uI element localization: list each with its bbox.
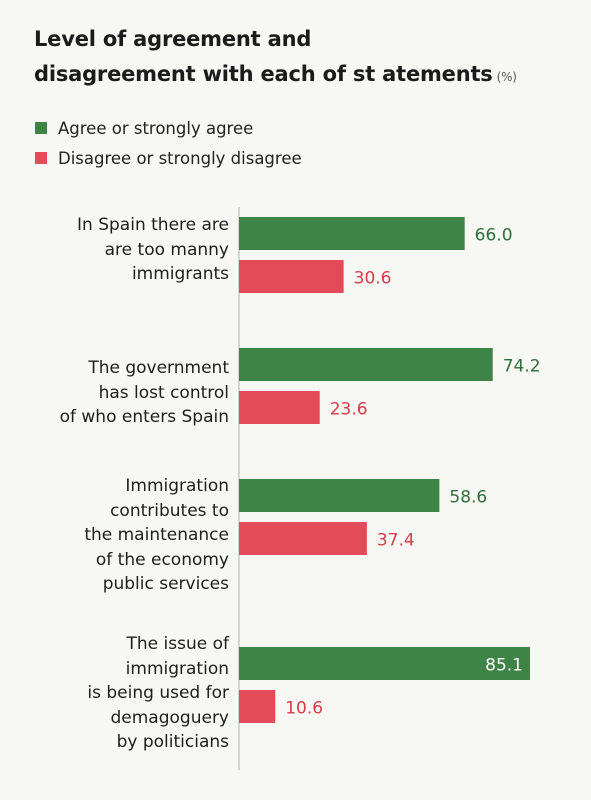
- bar-agree-2: [239, 348, 493, 381]
- legend: Agree or strongly agree Disagree or stro…: [35, 113, 302, 173]
- category-label-3-line-5: public services: [102, 574, 229, 594]
- legend-item-agree: Agree or strongly agree: [35, 113, 302, 143]
- category-label-4-line-3: is being used for: [87, 683, 229, 703]
- data-label-agree-1: 66.0: [475, 226, 513, 246]
- legend-swatch-disagree: [35, 152, 47, 164]
- bar-agree-3: [239, 479, 440, 512]
- bar-agree-4: [239, 647, 530, 680]
- bar-disagree-1: [239, 260, 344, 293]
- category-label-3-line-1: Immigration: [125, 476, 229, 496]
- data-label-disagree-3: 37.4: [377, 531, 415, 551]
- legend-item-disagree: Disagree or strongly disagree: [35, 143, 302, 173]
- data-label-agree-3: 58.6: [449, 488, 487, 508]
- data-label-disagree-1: 30.6: [354, 269, 392, 289]
- category-label-4-line-4: demagoguery: [110, 707, 230, 728]
- chart-unit: (%): [496, 70, 517, 84]
- category-label-3-line-2: contributes to: [110, 500, 229, 521]
- category-label-2-line-1: The government: [88, 358, 229, 378]
- legend-swatch-agree: [35, 122, 47, 134]
- chart-title: Level of agreement and disagreement with…: [34, 22, 517, 95]
- legend-label-disagree: Disagree or strongly disagree: [58, 148, 302, 168]
- bar-disagree-3: [239, 522, 367, 555]
- bar-disagree-4: [239, 690, 276, 723]
- category-label-4-line-2: immigration: [125, 658, 229, 679]
- data-label-disagree-4: 10.6: [285, 699, 323, 719]
- category-label-4: The issue of immigration is being used for…: [9, 632, 229, 755]
- bar-agree-1: [239, 217, 465, 250]
- category-label-1: In Spain there are are too manny immigrant…: [9, 213, 229, 287]
- category-label-3-line-4: of the economy: [95, 549, 229, 570]
- category-label-3: Immigration contributes to the maintenance…: [9, 474, 229, 597]
- bar-disagree-2: [239, 391, 320, 424]
- category-label-3-line-3: the maintenance: [84, 525, 229, 545]
- data-label-disagree-2: 23.6: [330, 400, 368, 420]
- data-label-agree-2: 74.2: [503, 357, 541, 377]
- category-label-1-line-1: In Spain there are: [77, 215, 229, 235]
- chart-title-line-2-text: disagreement with each of st atements: [34, 62, 493, 86]
- legend-label-agree: Agree or strongly agree: [58, 118, 254, 138]
- chart-title-line-2: disagreement with each of st atements (%): [34, 57, 517, 95]
- category-label-2: The government has lost control of who ent…: [9, 356, 229, 430]
- data-label-agree-4: 85.1: [485, 656, 523, 676]
- chart-title-line-1: Level of agreement and: [34, 27, 312, 51]
- category-label-1-line-3: immigrants: [131, 264, 229, 284]
- category-label-4-line-1: The issue of: [126, 634, 229, 654]
- category-label-4-line-5: by politicians: [116, 732, 229, 752]
- category-label-1-line-2: are too manny: [104, 239, 229, 260]
- category-label-2-line-2: has lost control: [98, 382, 229, 403]
- category-label-2-line-3: of who enters Spain: [59, 407, 229, 427]
